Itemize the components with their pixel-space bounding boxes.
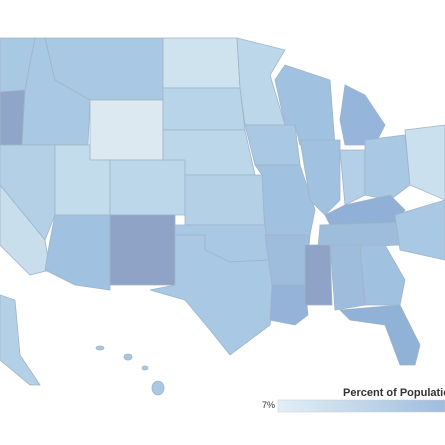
state bbox=[109, 214, 176, 286]
state bbox=[264, 234, 311, 286]
state bbox=[0, 89, 26, 146]
state bbox=[364, 134, 411, 201]
state bbox=[162, 37, 241, 89]
state bbox=[304, 244, 333, 306]
state bbox=[329, 244, 366, 311]
state bbox=[339, 304, 421, 366]
state bbox=[274, 64, 336, 146]
state bbox=[0, 144, 56, 241]
state bbox=[244, 124, 301, 166]
state bbox=[0, 184, 51, 276]
state bbox=[44, 214, 111, 291]
legend-title: Percent of Population c bbox=[343, 387, 445, 399]
state bbox=[404, 124, 445, 201]
state bbox=[269, 284, 309, 326]
legend-gradient bbox=[277, 399, 445, 413]
state bbox=[109, 159, 186, 216]
island bbox=[141, 365, 149, 371]
state bbox=[184, 174, 266, 226]
state bbox=[0, 294, 41, 386]
island bbox=[151, 380, 165, 396]
state bbox=[89, 99, 164, 161]
island bbox=[123, 353, 133, 361]
state bbox=[149, 234, 276, 356]
state bbox=[339, 84, 386, 146]
island bbox=[95, 345, 105, 351]
state bbox=[162, 87, 246, 131]
state bbox=[359, 244, 406, 306]
state bbox=[339, 149, 366, 206]
state bbox=[299, 139, 341, 216]
states bbox=[0, 37, 445, 396]
legend-min-label: 7% bbox=[262, 400, 275, 410]
state bbox=[317, 221, 406, 249]
state bbox=[394, 199, 445, 261]
